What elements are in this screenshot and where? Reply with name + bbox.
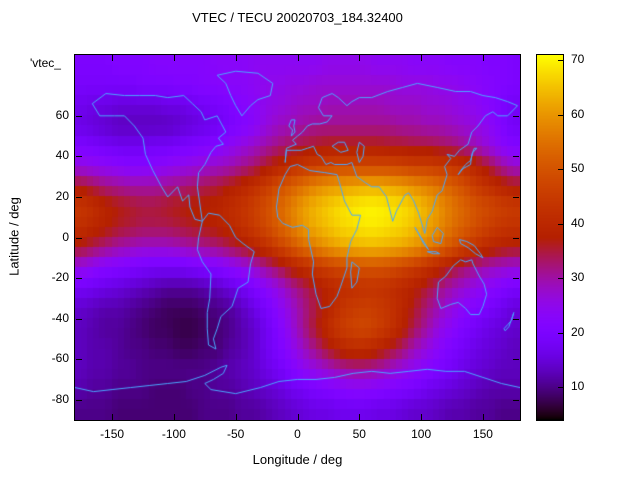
x-tick-mark [421, 55, 423, 61]
y-tick-mark [76, 359, 82, 361]
y-tick-mark [76, 399, 82, 401]
vtec-heatmap-canvas [75, 55, 520, 420]
colorbar-tick-mark [558, 278, 563, 280]
colorbar-tick-mark [558, 114, 563, 116]
colorbar-tick-label: 60 [571, 106, 585, 121]
x-tick-mark [421, 414, 423, 420]
y-tick-mark [513, 359, 519, 361]
colorbar-tick-label: 70 [571, 52, 585, 67]
colorbar-tick-mark [558, 387, 563, 389]
colorbar-tick-mark [558, 169, 563, 171]
x-tick-label: 100 [411, 427, 432, 441]
y-tick-label: 60 [55, 107, 69, 122]
x-tick-mark [235, 414, 237, 420]
plot-key-label: 'vtec_ [30, 56, 61, 70]
x-tick-label: -150 [100, 427, 125, 441]
colorbar-tick-mark [558, 60, 563, 62]
y-tick-label: 0 [62, 229, 69, 244]
x-tick-mark [112, 414, 114, 420]
x-tick-mark [359, 55, 361, 61]
plot-area [74, 54, 521, 421]
colorbar-tick-label: 50 [571, 161, 585, 176]
y-tick-mark [513, 278, 519, 280]
x-tick-mark [235, 55, 237, 61]
colorbar-tick-label: 30 [571, 270, 585, 285]
colorbar-tick-label: 40 [571, 215, 585, 230]
y-tick-label: -40 [51, 310, 69, 325]
x-tick-mark [297, 414, 299, 420]
x-tick-mark [173, 55, 175, 61]
colorbar [536, 54, 564, 421]
colorbar-tick-mark [558, 223, 563, 225]
x-axis-label: Longitude / deg [252, 452, 343, 467]
colorbar-tick-mark [558, 332, 563, 334]
x-tick-label: 50 [352, 427, 366, 441]
y-tick-mark [513, 399, 519, 401]
y-tick-mark [76, 156, 82, 158]
y-tick-mark [513, 196, 519, 198]
y-tick-mark [513, 115, 519, 117]
y-tick-mark [76, 318, 82, 320]
x-tick-mark [173, 414, 175, 420]
x-tick-label: 150 [472, 427, 493, 441]
y-tick-label: -20 [51, 270, 69, 285]
y-tick-mark [76, 237, 82, 239]
y-tick-label: 20 [55, 188, 69, 203]
x-tick-mark [359, 414, 361, 420]
y-tick-label: 40 [55, 148, 69, 163]
x-tick-mark [112, 55, 114, 61]
y-tick-label: -80 [51, 391, 69, 406]
y-tick-mark [76, 196, 82, 198]
x-tick-mark [297, 55, 299, 61]
colorbar-tick-label: 20 [571, 324, 585, 339]
x-tick-mark [482, 414, 484, 420]
y-tick-mark [513, 237, 519, 239]
y-tick-mark [76, 278, 82, 280]
x-tick-label: -50 [227, 427, 245, 441]
y-tick-mark [513, 318, 519, 320]
x-tick-mark [482, 55, 484, 61]
colorbar-tick-label: 10 [571, 379, 585, 394]
chart-title: VTEC / TECU 20020703_184.32400 [192, 10, 403, 25]
x-tick-label: -100 [161, 427, 186, 441]
y-tick-mark [76, 115, 82, 117]
y-tick-label: -60 [51, 351, 69, 366]
y-tick-mark [513, 156, 519, 158]
colorbar-canvas [537, 55, 563, 420]
x-tick-label: 0 [294, 427, 301, 441]
y-axis-label: Latitude / deg [6, 197, 22, 276]
